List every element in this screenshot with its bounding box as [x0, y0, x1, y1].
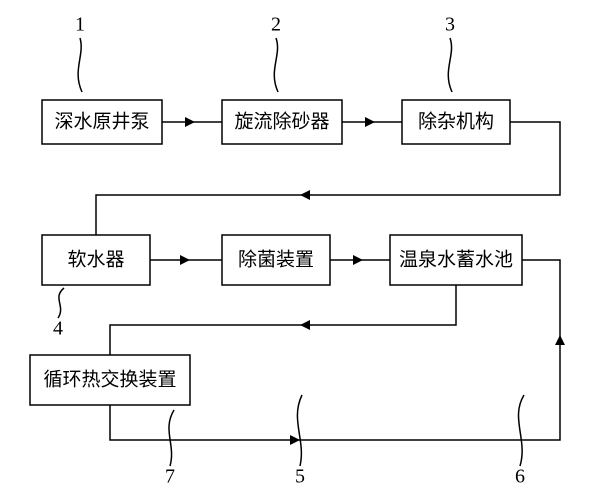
box-1-deep-well-pump: 深水原井泵 — [42, 100, 162, 144]
box-6-label: 温泉水蓄水池 — [399, 248, 513, 270]
box-6-hot-spring-reservoir: 温泉水蓄水池 — [390, 235, 522, 285]
box-5-sterilizer: 除菌装置 — [222, 235, 330, 285]
box-4-label: 软水器 — [67, 248, 124, 270]
callout-number-1: 1 — [75, 14, 85, 36]
leader-n6 — [518, 395, 524, 466]
leader-n5 — [297, 395, 302, 466]
callout-number-7: 7 — [165, 466, 175, 488]
box-4-water-softener: 软水器 — [42, 235, 150, 285]
connector-c67 — [110, 285, 456, 355]
box-3-label: 除杂机构 — [418, 110, 494, 132]
box-3-impurity-remover: 除杂机构 — [402, 100, 510, 144]
box-2-label: 旋流除砂器 — [234, 110, 329, 132]
leader-n2 — [274, 38, 278, 92]
leader-n7 — [169, 410, 174, 466]
callout-number-5: 5 — [295, 466, 305, 488]
leader-n1 — [78, 38, 82, 92]
callout-number-2: 2 — [271, 14, 281, 36]
leader-n3 — [448, 38, 452, 92]
callout-number-4: 4 — [53, 318, 63, 340]
callout-number-6: 6 — [515, 466, 525, 488]
box-5-label: 除菌装置 — [238, 248, 314, 270]
connector-c76a — [110, 260, 560, 440]
box-7-label: 循环热交换装置 — [43, 368, 176, 390]
box-7-heat-exchanger: 循环热交换装置 — [30, 355, 190, 405]
box-2-cyclone-desander: 旋流除砂器 — [222, 100, 342, 144]
callout-number-3: 3 — [445, 14, 455, 36]
leader-n4 — [58, 288, 64, 318]
box-1-label: 深水原井泵 — [54, 110, 149, 132]
